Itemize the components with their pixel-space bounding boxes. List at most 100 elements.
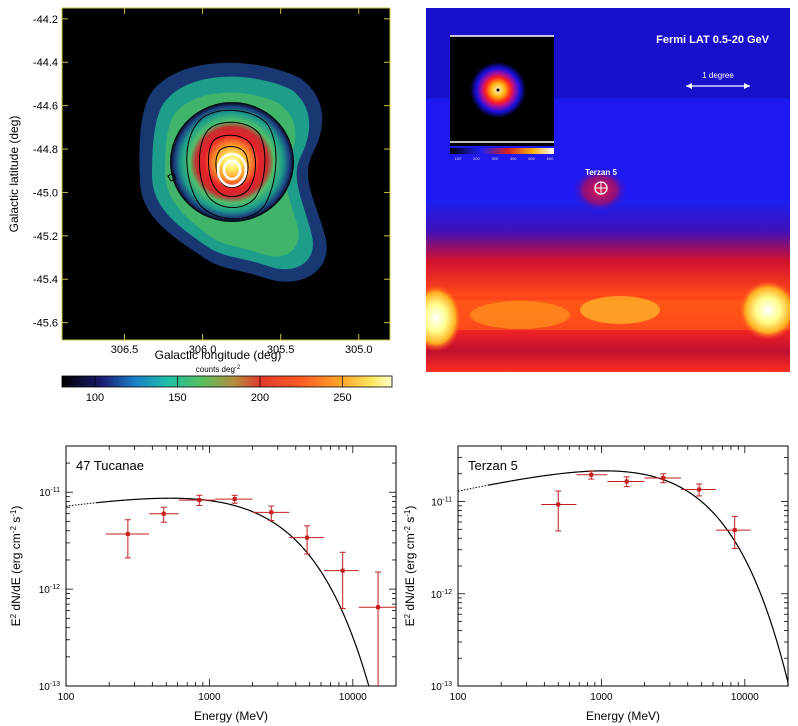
tl-y-tick-label: -45.0 xyxy=(33,187,58,199)
br-data-point xyxy=(644,473,682,484)
bl-marker xyxy=(125,532,130,537)
bl-marker xyxy=(161,511,166,516)
contour-lines xyxy=(167,109,277,220)
br-marker xyxy=(556,502,561,507)
spectrum-terzan5-panel: Terzan 5 100 1000 10000 10-11 10-12 10-13 En… xyxy=(403,445,789,723)
tl-y-tick-label: -45.2 xyxy=(33,231,58,243)
bl-y-tick-label: 10-13 xyxy=(39,681,60,693)
bl-marker xyxy=(340,568,345,573)
scale-label: 1 degree xyxy=(702,71,734,80)
colorbar-label: counts deg-2 xyxy=(196,365,241,374)
bl-data-point xyxy=(215,494,253,504)
br-points xyxy=(541,470,751,549)
br-marker xyxy=(661,475,666,480)
br-marker xyxy=(697,487,702,492)
inset-tick-label: 600 xyxy=(547,156,554,161)
br-title: Terzan 5 xyxy=(468,458,518,473)
inset-tick-label: 300 xyxy=(491,156,498,161)
tl-ylabel: Galactic latitude (deg) xyxy=(7,116,21,233)
inset-colorbar-ticks: 100 200 300 400 500 600 xyxy=(455,156,554,161)
inset-tick-label: 500 xyxy=(528,156,535,161)
bl-marker xyxy=(376,605,381,610)
hot-spot-right xyxy=(738,280,790,340)
counts-map-frame xyxy=(61,7,391,341)
br-x-tick-label: 100 xyxy=(450,692,467,703)
bl-x-tick-label: 100 xyxy=(58,692,75,703)
tl-x-tick-label: 306.5 xyxy=(111,344,139,356)
bl-marker xyxy=(305,535,310,540)
bl-axes-frame xyxy=(65,445,397,687)
bl-data-point xyxy=(289,525,325,555)
br-model-extrapolation xyxy=(457,484,487,492)
br-y-tick-label: 10-11 xyxy=(431,497,452,509)
bl-y-tick-label: 10-12 xyxy=(39,584,60,596)
bl-title: 47 Tucanae xyxy=(76,458,144,473)
br-data-point xyxy=(607,476,645,488)
colorbar-tick-label: 100 xyxy=(86,392,104,404)
bl-marker xyxy=(232,497,237,502)
band-bright-patch xyxy=(470,301,570,329)
br-model xyxy=(457,470,789,686)
tl-y-tick-label: -44.4 xyxy=(33,57,58,69)
bl-y-ticks: 10-11 10-12 10-13 xyxy=(39,445,396,693)
inset-tick-label: 400 xyxy=(510,156,517,161)
bl-marker xyxy=(269,510,274,515)
inset-colorbar xyxy=(450,148,554,154)
tl-x-ticks: 306.5 306.0 305.5 305.0 xyxy=(111,8,373,356)
br-data-point xyxy=(576,470,608,480)
contour xyxy=(167,172,177,182)
galactic-band xyxy=(426,200,790,372)
colorbar-tick-label: 250 xyxy=(333,392,351,404)
tl-y-tick-label: -44.8 xyxy=(33,144,58,156)
bl-y-tick-label: 10-11 xyxy=(39,487,60,499)
br-marker xyxy=(624,479,629,484)
contour xyxy=(215,146,249,188)
tl-x-tick-label: 305.5 xyxy=(267,344,295,356)
br-x-tick-label: 10000 xyxy=(731,692,759,703)
bl-model-curve xyxy=(95,497,370,687)
bl-points xyxy=(105,494,396,686)
bl-data-point xyxy=(252,505,290,522)
bl-x-ticks: 100 1000 10000 xyxy=(58,446,397,703)
br-model-curve xyxy=(487,470,789,686)
br-marker xyxy=(732,528,737,533)
bl-ylabel: E2 dN/dE (erg cm-2 s-1) xyxy=(9,506,23,627)
bl-xlabel: Energy (MeV) xyxy=(194,709,268,723)
contour-white xyxy=(222,159,242,181)
br-x-ticks: 100 1000 10000 xyxy=(450,446,789,703)
inset-tick-label: 100 xyxy=(455,156,462,161)
tl-y-tick-label: -44.6 xyxy=(33,101,58,113)
fermi-map-panel: 100 200 300 400 500 600 Fermi LAT 0.5-20 GeV … xyxy=(426,8,790,372)
br-y-tick-label: 10-12 xyxy=(431,589,452,601)
br-x-tick-label: 1000 xyxy=(590,692,613,703)
bl-x-tick-label: 10000 xyxy=(339,692,367,703)
bl-data-point xyxy=(149,506,179,523)
contour-inner-white xyxy=(216,152,248,188)
contour-white xyxy=(216,152,248,188)
br-y-ticks: 10-11 10-12 10-13 xyxy=(431,445,788,693)
contour xyxy=(186,109,277,220)
terzan-5-label: Terzan 5 xyxy=(585,168,617,177)
colorbar-tick-label: 150 xyxy=(168,392,186,404)
colorbar-tick-label: 200 xyxy=(251,392,269,404)
tl-y-tick-label: -45.4 xyxy=(33,274,58,286)
br-data-point xyxy=(716,515,751,549)
bl-data-point xyxy=(178,494,216,506)
inset-tick-label: 200 xyxy=(473,156,480,161)
br-marker xyxy=(589,472,594,477)
bl-data-point xyxy=(105,519,150,559)
inset-center-marker xyxy=(496,88,500,92)
contour xyxy=(198,121,266,208)
bl-data-point xyxy=(358,571,396,686)
tl-xlabel: Galactic longitude (deg) xyxy=(155,348,282,362)
colorbar xyxy=(61,375,393,388)
counts-map-panel: 306.5 306.0 305.5 305.0 -44.2-44.4-44.6-44.… xyxy=(7,7,393,404)
terzan-5-emission xyxy=(572,168,628,212)
tl-x-tick-label: 306.0 xyxy=(189,344,217,356)
br-data-point xyxy=(541,490,577,532)
tl-x-tick-label: 305.0 xyxy=(345,344,373,356)
colorbar-ticks: 100 150 200 250 xyxy=(86,376,352,404)
tl-y-tick-label: -45.6 xyxy=(33,318,58,330)
br-data-point xyxy=(681,483,717,497)
